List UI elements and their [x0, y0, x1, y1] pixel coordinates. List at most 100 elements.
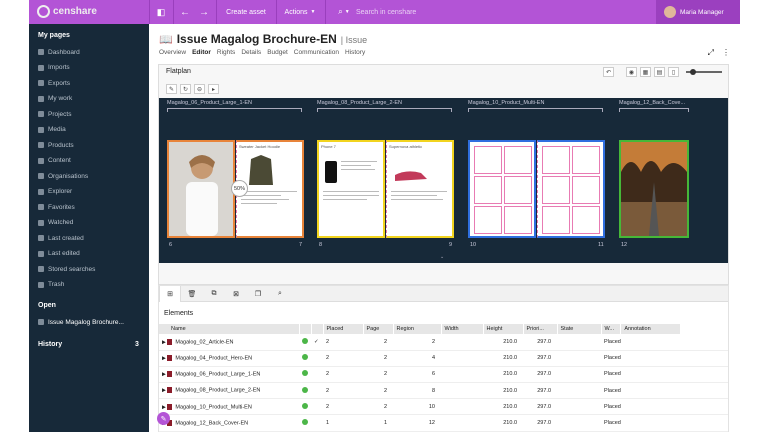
link-tab-icon[interactable]: ⧉ — [211, 290, 217, 297]
edit-icon[interactable]: ✎ — [166, 84, 177, 94]
table-row[interactable]: ▶ Magalog_12_Back_Cover-EN1112210.0297.0… — [159, 414, 728, 432]
status-ok-icon — [302, 354, 308, 361]
column-header[interactable]: Annotation — [620, 324, 682, 334]
expand-triangle-icon[interactable]: ▶ — [162, 387, 166, 394]
flatplan-page-8[interactable]: Phone 7 — [317, 140, 385, 238]
sidebar-item-watched[interactable]: Watched — [38, 218, 143, 228]
sidebar-item-trash[interactable]: Trash — [38, 280, 143, 290]
expand-triangle-icon[interactable]: ▶ — [162, 371, 166, 378]
sidebar-item-stored-searches[interactable]: Stored searches — [38, 264, 143, 274]
layout-icon[interactable]: ▤ — [654, 67, 665, 77]
logo[interactable]: censhare — [37, 5, 97, 18]
column-header[interactable]: Region — [393, 324, 442, 334]
actions-menu-button[interactable]: Actions ▼ — [280, 0, 320, 24]
pin-button[interactable]: ✎ — [157, 412, 170, 425]
column-header[interactable]: Priori... — [523, 324, 558, 334]
search-icon[interactable]: ⌕ ▼ — [338, 7, 350, 16]
table-row[interactable]: ▶ Magalog_02_Article-EN ✓ 2 2 2 210.0 297.0 Pla… — [159, 334, 728, 351]
sidebar-item-imports[interactable]: Imports — [38, 63, 143, 73]
flatplan-page-12[interactable] — [619, 140, 689, 238]
tab-rights[interactable]: Rights — [216, 49, 236, 56]
sidebar-item-products[interactable]: Products — [38, 140, 143, 150]
collapse-caret-icon[interactable]: ⌄ — [440, 254, 445, 260]
my-pages-heading: My pages — [38, 32, 70, 39]
flatplan-page-6[interactable] — [167, 140, 235, 238]
expand-triangle-icon[interactable]: ▶ — [162, 339, 166, 346]
layers-tab-icon[interactable]: ❐ — [254, 291, 262, 298]
table-row[interactable]: ▶ Magalog_10_Product_Multi-EN 2 2 10 210.0 29… — [159, 398, 728, 416]
name-cell[interactable]: ▶ Magalog_12_Back_Cover-EN — [159, 414, 299, 432]
undo-icon[interactable]: ↶ — [603, 67, 614, 77]
sidebar-item-projects[interactable]: Projects — [38, 109, 143, 119]
tab-details[interactable]: Details — [241, 49, 262, 56]
zoom-slider-knob[interactable] — [690, 69, 696, 75]
table-row[interactable]: ▶ Magalog_06_Product_Large_1-EN 2 2 6 210.0 2… — [159, 366, 728, 384]
tab-history[interactable]: History — [344, 49, 366, 56]
flatplan-canvas[interactable]: Magalog_06_Product_Large_1-EN Magalog_08… — [159, 98, 728, 263]
sidebar-toggle-icon[interactable]: ◧ — [156, 6, 166, 17]
name-cell[interactable]: ▶ Magalog_06_Product_Large_1-EN — [159, 366, 299, 384]
name-cell[interactable]: ▶ Magalog_10_Product_Multi-EN — [159, 398, 299, 416]
create-asset-button[interactable]: Create asset — [226, 8, 266, 16]
flatplan-page-11[interactable] — [537, 140, 605, 238]
image-tab-icon[interactable]: ⊠ — [233, 291, 239, 298]
search-input[interactable]: Search in censhare — [356, 8, 417, 16]
search-tab-icon[interactable]: ⌕ — [278, 290, 282, 297]
sidebar-item-last-created[interactable]: Last created — [38, 233, 143, 243]
column-header[interactable]: Width — [441, 324, 484, 334]
file-icon[interactable]: ▯ — [668, 67, 679, 77]
name-cell[interactable]: ▶ Magalog_04_Product_Hero-EN — [159, 350, 299, 367]
expand-icon[interactable]: ⤢ — [707, 48, 714, 57]
column-header[interactable]: W... — [601, 324, 622, 334]
table-row[interactable]: ▶ Magalog_04_Product_Hero-EN 2 2 4 210.0 297.… — [159, 350, 728, 367]
play-icon[interactable]: ▸ — [208, 84, 219, 94]
sidebar-item-dashboard[interactable]: Dashboard — [38, 47, 143, 57]
sidebar-item-organisations[interactable]: Organisations — [38, 171, 143, 181]
forward-arrow-icon[interactable]: → — [199, 6, 209, 18]
trash-tab-icon[interactable]: 🗑 — [187, 291, 197, 298]
column-header[interactable]: Name — [159, 324, 300, 334]
zoom-slider[interactable] — [686, 69, 722, 75]
flatplan-page-10[interactable] — [468, 140, 536, 238]
grid-icon[interactable]: ▦ — [640, 67, 651, 77]
annotation-cell — [680, 350, 728, 367]
tab-communication[interactable]: Communication — [293, 49, 339, 56]
sidebar-item-exports[interactable]: Exports — [38, 78, 143, 88]
sidebar-item-media[interactable]: Media — [38, 125, 143, 135]
sidebar-item-last-edited[interactable]: Last edited — [38, 249, 143, 259]
expand-triangle-icon[interactable]: ▶ — [162, 404, 166, 411]
zoom-badge[interactable]: 50% — [231, 180, 248, 197]
sidebar-item-my-work[interactable]: My work — [38, 94, 143, 104]
sidebar-item-favorites[interactable]: Favorites — [38, 202, 143, 212]
tab-overview[interactable]: Overview — [159, 49, 187, 56]
grid-cell — [474, 206, 502, 234]
column-header[interactable]: Height — [483, 324, 524, 334]
history-heading[interactable]: History — [38, 341, 63, 348]
back-arrow-icon[interactable]: ← — [180, 6, 190, 18]
user-menu[interactable]: Maria Manager — [656, 0, 740, 24]
status-ok-icon — [302, 370, 308, 377]
name-cell[interactable]: ▶ Magalog_02_Article-EN — [159, 334, 299, 351]
table-row[interactable]: ▶ Magalog_08_Product_Large_2-EN 2 2 8 210.0 2… — [159, 382, 728, 400]
column-header[interactable] — [299, 324, 312, 334]
tab-budget[interactable]: Budget — [267, 49, 288, 56]
flatplan-page-9[interactable]: Supernova athletic — [386, 140, 454, 238]
column-header[interactable] — [311, 324, 324, 334]
sidebar-item-explorer[interactable]: Explorer — [38, 187, 143, 197]
column-header[interactable]: Page — [363, 324, 394, 334]
structure-tab-icon[interactable]: ⊞ — [159, 286, 181, 302]
document-icon — [167, 355, 173, 362]
refresh-icon[interactable]: ↻ — [180, 84, 191, 94]
sidebar-item-content[interactable]: Content — [38, 156, 143, 166]
eye-icon[interactable]: ◉ — [626, 67, 637, 77]
check-cell — [311, 414, 323, 432]
more-icon[interactable]: ⋮ — [722, 48, 730, 57]
placed-cell: 2 — [363, 398, 393, 416]
tab-editor[interactable]: Editor — [192, 49, 211, 56]
column-header[interactable]: Placed — [323, 324, 364, 334]
expand-triangle-icon[interactable]: ▶ — [162, 355, 166, 362]
sidebar-open-item[interactable]: Issue Magalog Brochure... — [38, 317, 143, 327]
column-header[interactable]: State — [557, 324, 602, 334]
name-cell[interactable]: ▶ Magalog_08_Product_Large_2-EN — [159, 382, 299, 400]
remove-icon[interactable]: ⊖ — [194, 84, 205, 94]
